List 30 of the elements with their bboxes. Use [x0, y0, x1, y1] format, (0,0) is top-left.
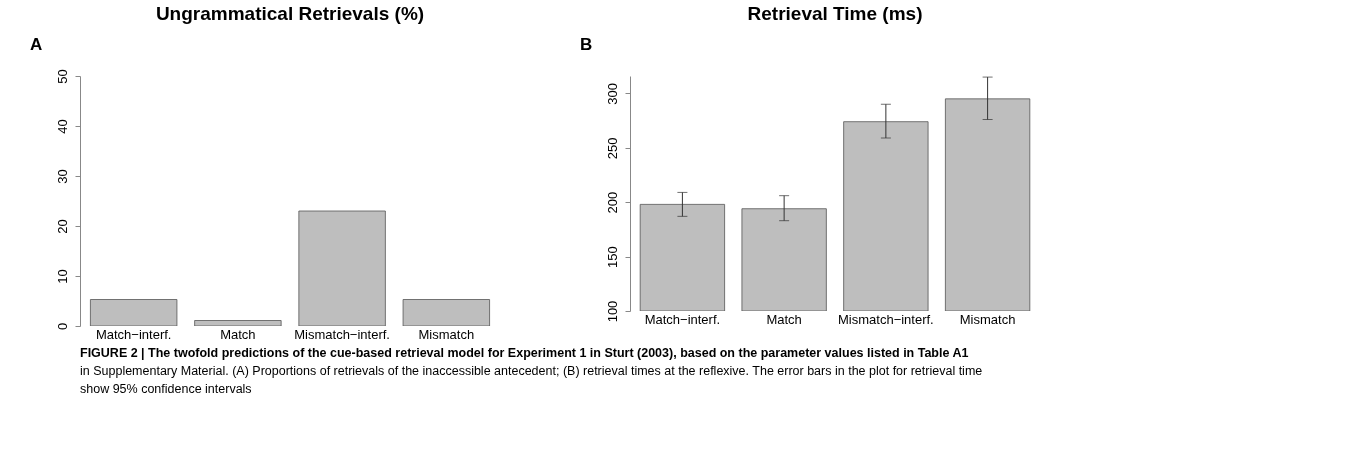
text: show 95% confidence intervals — [80, 382, 252, 396]
x-tick-label: Mismatch−interf. — [838, 311, 934, 327]
x-tick-label: Match — [220, 326, 256, 342]
y-tick-label: 250 — [604, 137, 620, 160]
x-tick-label: Match — [766, 311, 802, 327]
caption: FIGURE 2 | The twofold predictions of the cue-based retrieval model for Experiment 1 in Sturt (2003), based on the parameter values listed in Table A1 — [80, 346, 969, 360]
bar — [90, 299, 178, 326]
x-tick-label: Mismatch−interf. — [294, 326, 390, 342]
y-tick-label: 300 — [604, 83, 620, 105]
chart-title: Ungrammatical Retrievals (%) — [155, 3, 425, 24]
bar — [194, 320, 282, 326]
y-tick-label: 0 — [54, 322, 70, 331]
x-tick-label: Mismatch — [959, 311, 1016, 327]
bar — [298, 210, 386, 326]
y-tick-label: 150 — [604, 246, 620, 268]
y-tick-label: 10 — [54, 269, 70, 284]
text: in Supplementary Material. (A) Proportions of retrievals of the inaccessible antecedent; (B) retrieval times at the reflexive. The error bars in the plot for retrieval time — [80, 364, 983, 378]
chart-title: Retrieval Time (ms) — [747, 3, 923, 24]
y-tick-label: 50 — [54, 69, 70, 84]
y-tick-label: 40 — [54, 119, 70, 134]
x-tick-label: Mismatch — [418, 326, 475, 342]
y-tick-label: 30 — [54, 169, 70, 184]
bar — [402, 299, 490, 326]
text: B — [580, 35, 593, 54]
y-tick-label: 100 — [604, 300, 620, 323]
y-tick-label: 20 — [54, 219, 70, 234]
text: A — [30, 35, 43, 54]
y-tick-label: 200 — [604, 191, 620, 214]
x-tick-label: Match−interf. — [644, 311, 721, 327]
x-tick-label: Match−interf. — [95, 326, 172, 342]
